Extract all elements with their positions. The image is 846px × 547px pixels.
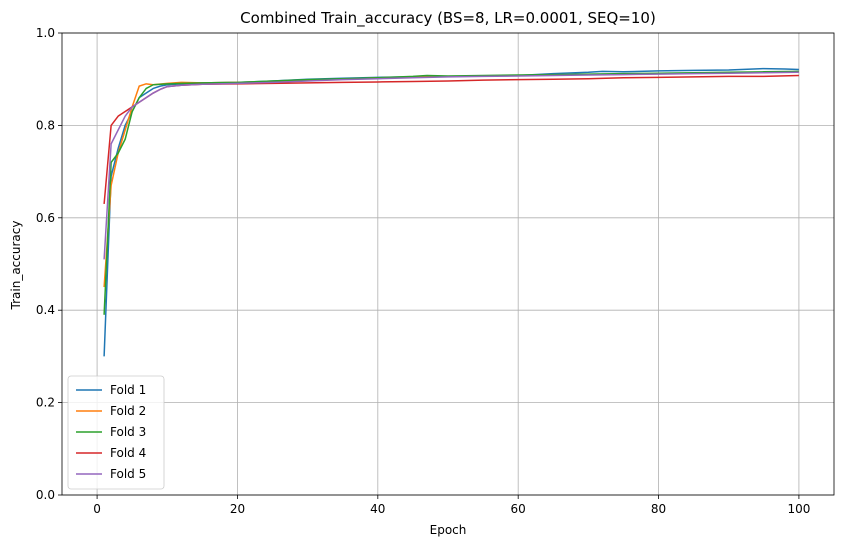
x-tick-label: 20 [230,502,245,516]
x-tick-label: 100 [787,502,810,516]
legend-label: Fold 5 [110,467,146,481]
y-tick-label: 0.4 [36,303,55,317]
x-tick-label: 0 [93,502,101,516]
y-axis-label: Train_accuracy [9,221,23,311]
legend-label: Fold 3 [110,425,146,439]
x-tick-label: 60 [511,502,526,516]
series-lines [103,67,799,357]
chart-title: Combined Train_accuracy (BS=8, LR=0.0001… [240,9,656,28]
y-tick-label: 0.6 [36,211,55,225]
axis-ticks: 0 20 40 60 80 100 0.0 0.2 0.4 0.6 0.8 1.0 [36,26,810,516]
legend-label: Fold 2 [110,404,146,418]
x-axis-label: Epoch [430,523,467,537]
x-tick-label: 80 [651,502,666,516]
plot-frame [61,32,835,496]
x-tick-label: 40 [370,502,385,516]
y-tick-label: 0.8 [36,118,55,132]
legend-label: Fold 1 [110,383,146,397]
series-line-fold-3 [103,70,799,315]
legend-label: Fold 4 [110,446,146,460]
y-tick-label: 0.0 [36,488,55,502]
legend-box [67,375,165,490]
series-line-fold-5 [103,71,799,260]
y-tick-label: 1.0 [36,26,55,40]
y-tick-label: 0.2 [36,396,55,410]
legend: Fold 1 Fold 2 Fold 3 Fold 4 Fold 5 [67,375,165,490]
